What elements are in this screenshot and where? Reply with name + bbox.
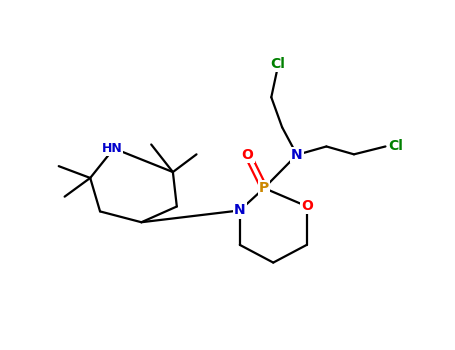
Text: P: P: [259, 181, 269, 195]
Text: HN: HN: [101, 142, 122, 155]
Text: Cl: Cl: [388, 139, 403, 153]
Text: N: N: [291, 148, 303, 162]
Text: Cl: Cl: [270, 57, 285, 71]
Text: N: N: [234, 203, 246, 217]
Text: O: O: [242, 148, 253, 162]
Text: O: O: [301, 199, 313, 213]
